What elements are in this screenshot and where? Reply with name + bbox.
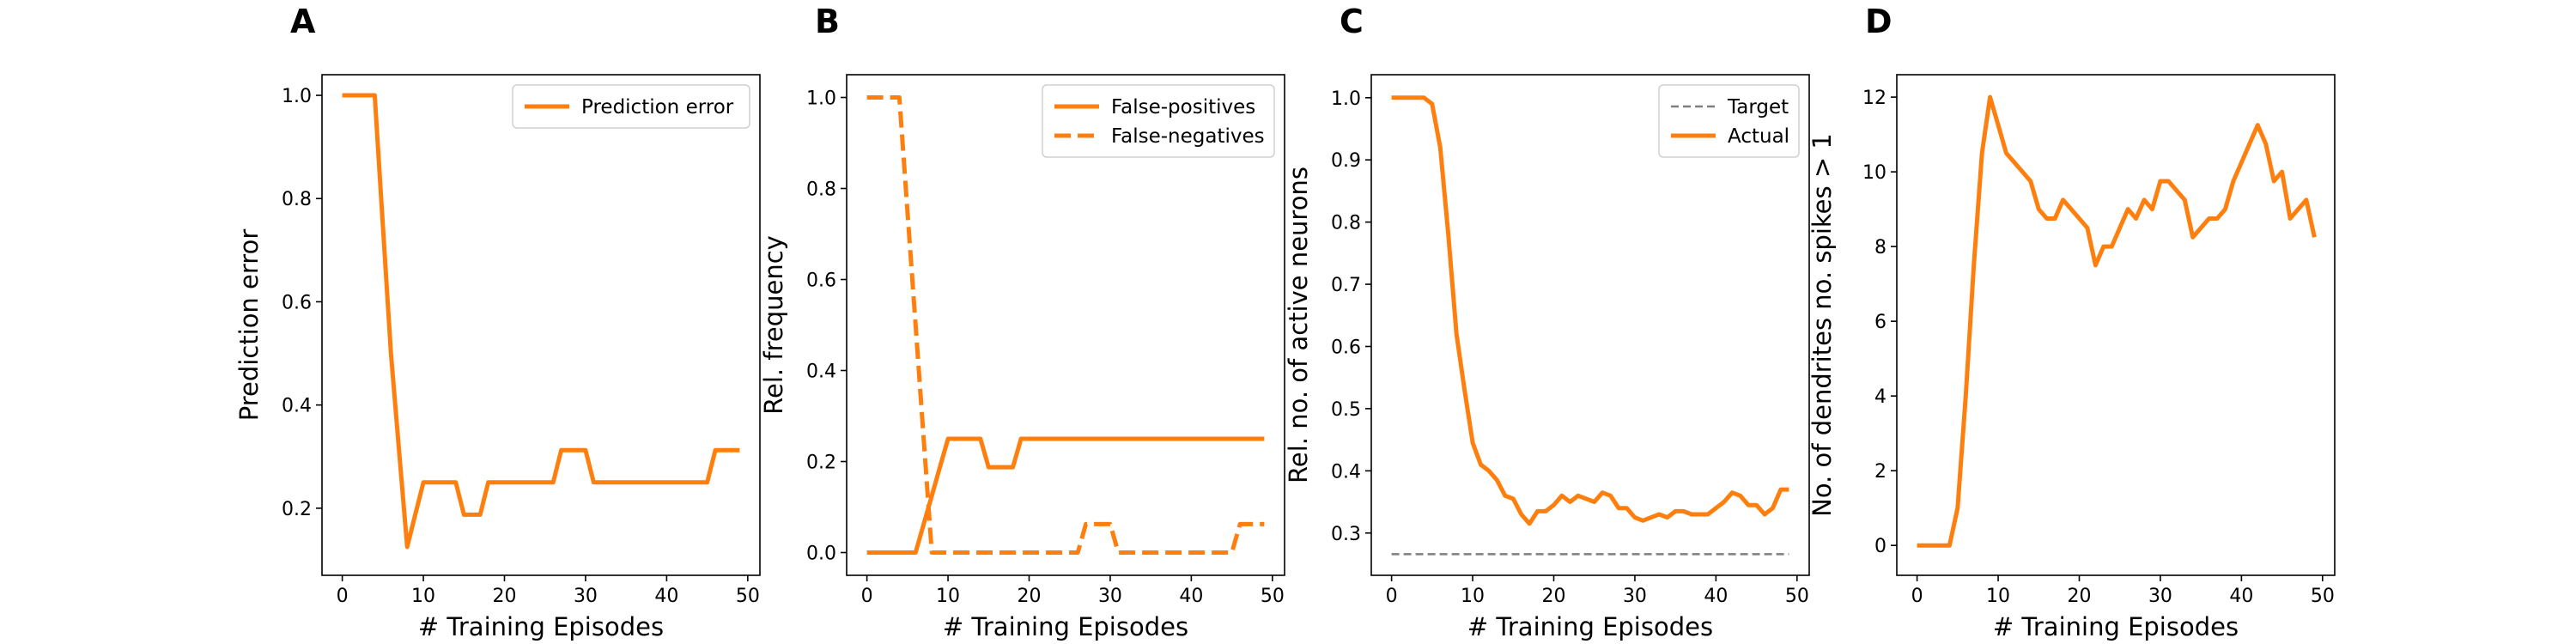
y-tick-label: 12: [1862, 88, 1886, 109]
x-tick-label: 20: [493, 586, 517, 607]
legend-label: False-negatives: [1111, 125, 1265, 148]
axes-frame: [1370, 74, 1810, 576]
x-tick-label: 20: [1542, 586, 1566, 607]
x-tick-label: 50: [2311, 586, 2335, 607]
y-tick-label: 0.8: [1331, 213, 1361, 234]
x-tick-label: 30: [2148, 586, 2172, 607]
x-tick-label: 0: [861, 586, 873, 607]
y-tick-label: 2: [1874, 461, 1886, 483]
series-line-0: [866, 436, 1265, 555]
x-tick-label: 0: [1386, 586, 1398, 607]
x-tick-label: 50: [1785, 586, 1809, 607]
panel-letter: C: [1340, 3, 1364, 40]
y-tick-label: 0.2: [282, 499, 312, 520]
legend-box: [512, 84, 750, 129]
panel-letter: B: [815, 3, 840, 40]
x-tick-label: 40: [1704, 586, 1728, 607]
x-tick-label: 30: [574, 586, 598, 607]
y-axis-label: Rel. no. of active neurons: [1284, 167, 1313, 483]
x-axis-label: # Training Episodes: [1467, 612, 1713, 641]
legend-label: Prediction error: [581, 96, 734, 118]
legend-box: [1658, 84, 1800, 158]
y-tick-label: 0.4: [282, 396, 312, 417]
panel-a: A 0 10 20 30 40 50 0.2 0.4 0.6 0.8 1.0 # Training Ep…: [234, 3, 761, 641]
series-line-1: [1391, 95, 1789, 526]
y-tick-label: 0.4: [806, 361, 836, 383]
axes-frame: [1896, 74, 2336, 576]
x-tick-label: 10: [411, 586, 435, 607]
y-tick-label: 0.8: [806, 179, 836, 201]
axes-frame: [321, 74, 761, 576]
x-tick-label: 40: [2229, 586, 2253, 607]
y-tick-label: 0.8: [282, 189, 312, 210]
legend-label: False-positives: [1111, 96, 1255, 118]
series-line-0: [1917, 94, 2317, 548]
y-tick-label: 10: [1862, 162, 1886, 184]
panel-letter: D: [1865, 3, 1893, 40]
y-tick-label: 0.9: [1331, 150, 1361, 172]
panel-b: B 0 10 20 30 40 50 0.0 0.2 0.4 0.6 0.8 1.0 # Training…: [759, 3, 1285, 641]
x-tick-label: 10: [936, 586, 960, 607]
x-tick-label: 30: [1098, 586, 1122, 607]
series-line-1: [866, 95, 1265, 555]
y-tick-label: 0.6: [806, 270, 836, 292]
y-tick-label: 0.6: [1331, 337, 1361, 358]
y-tick-label: 0.5: [1331, 399, 1361, 421]
panel-letter: A: [290, 3, 316, 40]
legend-box: [1042, 84, 1275, 158]
axes-frame: [846, 74, 1285, 576]
series-line-0: [342, 93, 740, 550]
legend-label: Target: [1727, 96, 1789, 118]
x-tick-label: 50: [1261, 586, 1285, 607]
x-tick-label: 40: [1179, 586, 1203, 607]
y-axis-label: Rel. frequency: [759, 235, 788, 415]
x-tick-label: 10: [1461, 586, 1485, 607]
y-tick-label: 0.4: [1331, 461, 1361, 483]
y-tick-label: 0.7: [1331, 275, 1361, 296]
panel-d: D 0 10 20 30 40 50 0 2 4 6 8 10 12 # Training Episodes…: [1807, 3, 2336, 641]
panel-c: C 0 10 20 30 40 50 0.3 0.4 0.5 0.6 0.7 0.8 0.9 1.0 # Tr…: [1284, 3, 1810, 641]
y-tick-label: 0.2: [806, 453, 836, 474]
y-tick-label: 4: [1874, 386, 1886, 408]
y-tick-label: 0.6: [282, 292, 312, 313]
x-tick-label: 30: [1623, 586, 1647, 607]
x-tick-label: 0: [1911, 586, 1923, 607]
x-tick-label: 50: [736, 586, 760, 607]
x-axis-label: # Training Episodes: [943, 612, 1188, 641]
x-tick-label: 20: [2068, 586, 2092, 607]
y-tick-label: 1.0: [282, 86, 312, 107]
legend-label: Actual: [1728, 125, 1789, 148]
x-axis-label: # Training Episodes: [418, 612, 664, 641]
x-axis-label: # Training Episodes: [1993, 612, 2239, 641]
x-tick-label: 20: [1018, 586, 1042, 607]
y-tick-label: 8: [1874, 237, 1886, 258]
y-tick-label: 1.0: [806, 88, 836, 110]
y-tick-label: 0: [1874, 536, 1886, 557]
x-tick-label: 10: [1986, 586, 2010, 607]
x-tick-label: 0: [337, 586, 349, 607]
y-tick-label: 1.0: [1331, 88, 1361, 110]
y-tick-label: 0.3: [1331, 524, 1361, 545]
y-axis-label: Prediction error: [234, 229, 264, 422]
y-axis-label: No. of dendrites no. spikes > 1: [1807, 133, 1837, 517]
x-tick-label: 40: [654, 586, 678, 607]
y-tick-label: 0.0: [806, 544, 836, 565]
y-tick-label: 6: [1874, 312, 1886, 333]
